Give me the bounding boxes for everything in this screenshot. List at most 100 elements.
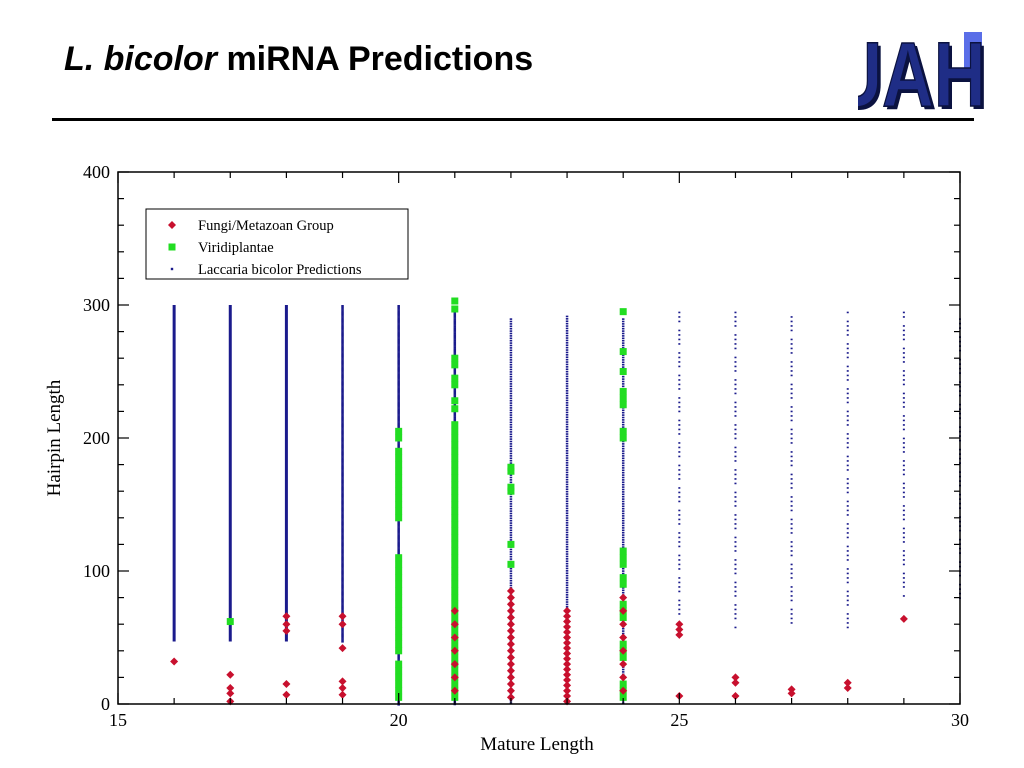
prediction-point xyxy=(790,527,793,530)
prediction-point xyxy=(397,347,400,349)
fungi-metazoan-point xyxy=(506,673,515,682)
viridiplantae-point xyxy=(451,667,459,675)
prediction-point xyxy=(565,481,569,483)
prediction-point xyxy=(397,341,400,343)
prediction-point xyxy=(565,483,569,486)
viridiplantae-point xyxy=(619,394,627,402)
prediction-point xyxy=(621,375,625,378)
prediction-point xyxy=(509,529,513,532)
prediction-point xyxy=(790,595,793,597)
prediction-point xyxy=(846,437,849,440)
viridiplantae-point xyxy=(451,501,459,508)
fungi-metazoan-point xyxy=(619,606,628,615)
prediction-point xyxy=(509,570,513,572)
prediction-point xyxy=(341,429,344,432)
prediction-point xyxy=(902,406,905,408)
prediction-point xyxy=(509,534,513,536)
prediction-point xyxy=(509,531,513,534)
prediction-point xyxy=(621,325,625,328)
prediction-point xyxy=(565,411,569,414)
prediction-point xyxy=(902,550,905,552)
prediction-point xyxy=(565,421,569,423)
prediction-point xyxy=(341,585,344,587)
legend-label: Laccaria bicolor Predictions xyxy=(198,262,362,278)
prediction-point xyxy=(397,401,400,404)
viridiplantae-point xyxy=(507,487,515,495)
fungi-metazoan-point xyxy=(563,665,572,674)
prediction-point xyxy=(341,492,344,495)
prediction-point xyxy=(509,522,513,524)
prediction-point xyxy=(621,630,625,632)
prediction-point xyxy=(397,380,400,383)
prediction-point xyxy=(565,529,569,531)
prediction-point xyxy=(790,352,793,354)
prediction-point xyxy=(453,331,457,333)
prediction-point xyxy=(621,342,625,344)
prediction-point xyxy=(790,415,793,417)
x-tick-label: 30 xyxy=(951,710,969,730)
prediction-point xyxy=(621,546,625,548)
prediction-point xyxy=(341,323,344,325)
prediction-point xyxy=(846,415,849,417)
prediction-point xyxy=(341,475,344,478)
prediction-point xyxy=(453,314,457,317)
prediction-point xyxy=(846,626,849,629)
prediction-point xyxy=(565,373,569,375)
prediction-point xyxy=(565,466,569,469)
fungi-metazoan-point xyxy=(619,660,628,669)
prediction-point xyxy=(565,457,569,459)
viridiplantae-point xyxy=(395,434,403,442)
prediction-point xyxy=(341,305,344,307)
prediction-point xyxy=(341,379,344,381)
fungi-metazoan-point xyxy=(282,612,291,621)
prediction-point xyxy=(453,345,457,347)
viridiplantae-point xyxy=(395,580,403,588)
viridiplantae-point xyxy=(395,594,403,602)
prediction-point xyxy=(341,306,344,308)
viridiplantae-point xyxy=(619,554,627,562)
prediction-point xyxy=(341,414,344,416)
prediction-point xyxy=(846,343,849,345)
prediction-point xyxy=(341,512,344,514)
prediction-point xyxy=(790,329,793,332)
prediction-point xyxy=(341,629,344,632)
prediction-point xyxy=(341,347,344,349)
prediction-point xyxy=(341,505,344,507)
prediction-point xyxy=(341,565,344,567)
prediction-point xyxy=(341,526,344,528)
prediction-point xyxy=(621,536,625,539)
prediction-point xyxy=(734,613,737,615)
prediction-point xyxy=(341,557,344,559)
prediction-point xyxy=(453,413,457,416)
prediction-point xyxy=(341,335,344,338)
prediction-point xyxy=(341,407,344,409)
prediction-point xyxy=(902,428,905,431)
prediction-point xyxy=(509,397,513,400)
prediction-point xyxy=(846,329,849,332)
prediction-point xyxy=(565,397,569,399)
fungi-metazoan-point xyxy=(563,622,572,631)
prediction-point xyxy=(397,312,400,314)
prediction-point xyxy=(621,507,625,510)
prediction-point xyxy=(902,491,905,494)
viridiplantae-point xyxy=(619,434,627,442)
prediction-point xyxy=(565,476,569,479)
prediction-point xyxy=(509,474,513,476)
prediction-point xyxy=(397,397,400,399)
y-tick-label: 400 xyxy=(83,162,110,182)
prediction-point xyxy=(565,589,569,591)
prediction-point xyxy=(621,467,625,469)
viridiplantae-point xyxy=(395,620,403,628)
prediction-point xyxy=(734,482,737,485)
prediction-point xyxy=(453,317,457,319)
prediction-point xyxy=(565,368,569,371)
prediction-point xyxy=(621,383,625,385)
prediction-point xyxy=(565,586,569,589)
prediction-point xyxy=(509,536,513,539)
prediction-point xyxy=(341,365,344,367)
prediction-point xyxy=(565,553,569,555)
prediction-point xyxy=(565,546,569,548)
prediction-point xyxy=(621,339,625,342)
viridiplantae-point xyxy=(451,540,459,548)
prediction-point xyxy=(565,574,569,577)
